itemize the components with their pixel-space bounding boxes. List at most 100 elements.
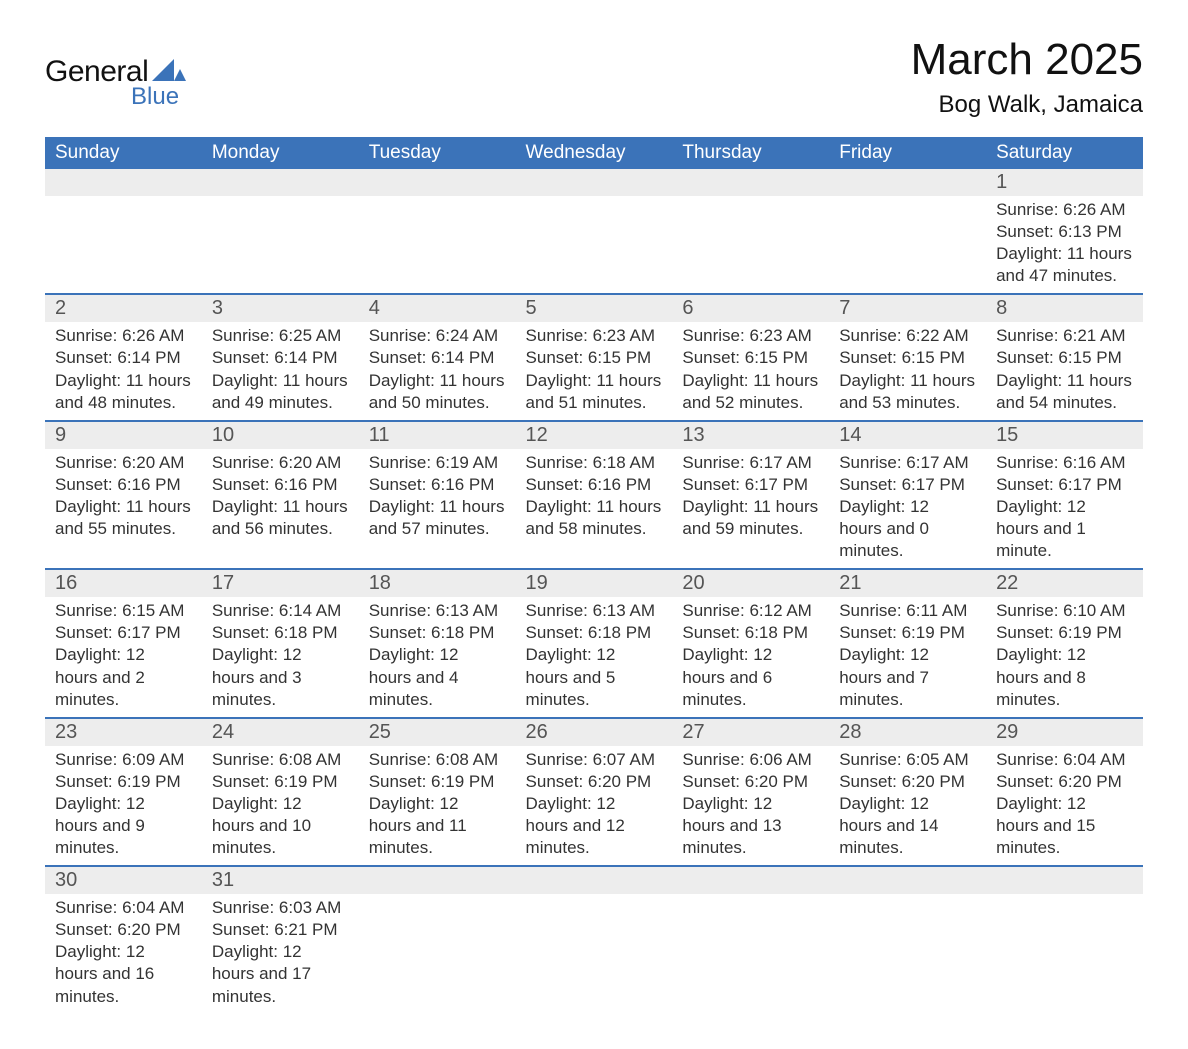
title-block: March 2025 Bog Walk, Jamaica <box>911 35 1143 119</box>
day-detail: Sunrise: 6:03 AMSunset: 6:21 PMDaylight:… <box>202 894 359 1013</box>
sunset-text: Sunset: 6:17 PM <box>682 474 819 496</box>
sunrise-text: Sunrise: 6:06 AM <box>682 749 819 771</box>
calendar-cell: 9Sunrise: 6:20 AMSunset: 6:16 PMDaylight… <box>45 421 202 569</box>
day-number: 3 <box>202 295 359 322</box>
month-title: March 2025 <box>911 35 1143 85</box>
day-detail: Sunrise: 6:17 AMSunset: 6:17 PMDaylight:… <box>672 449 829 546</box>
sunrise-text: Sunrise: 6:12 AM <box>682 600 819 622</box>
weekday-header: Monday <box>202 137 359 169</box>
calendar-cell <box>672 866 829 1013</box>
daylight-text: Daylight: 11 hours and 49 minutes. <box>212 370 349 414</box>
day-number: 15 <box>986 422 1143 449</box>
day-detail: Sunrise: 6:10 AMSunset: 6:19 PMDaylight:… <box>986 597 1143 716</box>
empty-daydetail <box>672 894 829 925</box>
daylight-text: Daylight: 12 hours and 7 minutes. <box>839 644 976 710</box>
sunrise-text: Sunrise: 6:26 AM <box>996 199 1133 221</box>
sunrise-text: Sunrise: 6:04 AM <box>996 749 1133 771</box>
day-detail: Sunrise: 6:21 AMSunset: 6:15 PMDaylight:… <box>986 322 1143 419</box>
empty-daydetail <box>829 894 986 925</box>
daylight-text: Daylight: 11 hours and 50 minutes. <box>369 370 506 414</box>
calendar-week-row: 1Sunrise: 6:26 AMSunset: 6:13 PMDaylight… <box>45 169 1143 294</box>
empty-daydetail <box>829 196 986 227</box>
calendar-week-row: 23Sunrise: 6:09 AMSunset: 6:19 PMDayligh… <box>45 718 1143 866</box>
empty-daynum <box>829 867 986 894</box>
calendar-cell: 6Sunrise: 6:23 AMSunset: 6:15 PMDaylight… <box>672 294 829 420</box>
calendar-table: SundayMondayTuesdayWednesdayThursdayFrid… <box>45 137 1143 1014</box>
weekday-header: Wednesday <box>516 137 673 169</box>
day-detail: Sunrise: 6:26 AMSunset: 6:13 PMDaylight:… <box>986 196 1143 293</box>
sunrise-text: Sunrise: 6:05 AM <box>839 749 976 771</box>
sunset-text: Sunset: 6:15 PM <box>526 347 663 369</box>
sunset-text: Sunset: 6:18 PM <box>212 622 349 644</box>
day-number: 9 <box>45 422 202 449</box>
daylight-text: Daylight: 12 hours and 0 minutes. <box>839 496 976 562</box>
empty-daynum <box>516 867 673 894</box>
calendar-cell: 18Sunrise: 6:13 AMSunset: 6:18 PMDayligh… <box>359 569 516 717</box>
day-detail: Sunrise: 6:18 AMSunset: 6:16 PMDaylight:… <box>516 449 673 546</box>
sunset-text: Sunset: 6:14 PM <box>369 347 506 369</box>
calendar-cell: 30Sunrise: 6:04 AMSunset: 6:20 PMDayligh… <box>45 866 202 1013</box>
sunrise-text: Sunrise: 6:26 AM <box>55 325 192 347</box>
sunset-text: Sunset: 6:13 PM <box>996 221 1133 243</box>
day-detail: Sunrise: 6:08 AMSunset: 6:19 PMDaylight:… <box>359 746 516 865</box>
day-detail: Sunrise: 6:07 AMSunset: 6:20 PMDaylight:… <box>516 746 673 865</box>
daylight-text: Daylight: 12 hours and 14 minutes. <box>839 793 976 859</box>
daylight-text: Daylight: 12 hours and 11 minutes. <box>369 793 506 859</box>
sunrise-text: Sunrise: 6:08 AM <box>212 749 349 771</box>
day-detail: Sunrise: 6:09 AMSunset: 6:19 PMDaylight:… <box>45 746 202 865</box>
calendar-cell: 4Sunrise: 6:24 AMSunset: 6:14 PMDaylight… <box>359 294 516 420</box>
sunrise-text: Sunrise: 6:14 AM <box>212 600 349 622</box>
calendar-cell: 28Sunrise: 6:05 AMSunset: 6:20 PMDayligh… <box>829 718 986 866</box>
day-detail: Sunrise: 6:16 AMSunset: 6:17 PMDaylight:… <box>986 449 1143 568</box>
sunset-text: Sunset: 6:19 PM <box>369 771 506 793</box>
empty-daynum <box>45 169 202 196</box>
sunset-text: Sunset: 6:15 PM <box>682 347 819 369</box>
daylight-text: Daylight: 11 hours and 52 minutes. <box>682 370 819 414</box>
calendar-cell: 3Sunrise: 6:25 AMSunset: 6:14 PMDaylight… <box>202 294 359 420</box>
sunset-text: Sunset: 6:16 PM <box>369 474 506 496</box>
weekday-header: Tuesday <box>359 137 516 169</box>
empty-daynum <box>986 867 1143 894</box>
day-number: 22 <box>986 570 1143 597</box>
day-number: 13 <box>672 422 829 449</box>
daylight-text: Daylight: 12 hours and 1 minute. <box>996 496 1133 562</box>
day-number: 31 <box>202 867 359 894</box>
daylight-text: Daylight: 12 hours and 8 minutes. <box>996 644 1133 710</box>
weekday-header: Thursday <box>672 137 829 169</box>
calendar-cell: 8Sunrise: 6:21 AMSunset: 6:15 PMDaylight… <box>986 294 1143 420</box>
calendar-cell: 23Sunrise: 6:09 AMSunset: 6:19 PMDayligh… <box>45 718 202 866</box>
sunrise-text: Sunrise: 6:07 AM <box>526 749 663 771</box>
empty-daydetail <box>45 196 202 227</box>
weekday-header: Sunday <box>45 137 202 169</box>
empty-daynum <box>829 169 986 196</box>
day-detail: Sunrise: 6:25 AMSunset: 6:14 PMDaylight:… <box>202 322 359 419</box>
day-detail: Sunrise: 6:17 AMSunset: 6:17 PMDaylight:… <box>829 449 986 568</box>
calendar-cell <box>45 169 202 294</box>
daylight-text: Daylight: 11 hours and 47 minutes. <box>996 243 1133 287</box>
day-detail: Sunrise: 6:20 AMSunset: 6:16 PMDaylight:… <box>45 449 202 546</box>
daylight-text: Daylight: 12 hours and 12 minutes. <box>526 793 663 859</box>
header: General Blue March 2025 Bog Walk, Jamaic… <box>45 35 1143 119</box>
calendar-cell <box>516 866 673 1013</box>
daylight-text: Daylight: 12 hours and 6 minutes. <box>682 644 819 710</box>
calendar-cell <box>829 169 986 294</box>
day-number: 21 <box>829 570 986 597</box>
daylight-text: Daylight: 12 hours and 16 minutes. <box>55 941 192 1007</box>
empty-daydetail <box>516 196 673 227</box>
day-number: 19 <box>516 570 673 597</box>
day-number: 10 <box>202 422 359 449</box>
logo-text-blue: Blue <box>131 83 179 111</box>
sunset-text: Sunset: 6:18 PM <box>369 622 506 644</box>
calendar-week-row: 16Sunrise: 6:15 AMSunset: 6:17 PMDayligh… <box>45 569 1143 717</box>
calendar-cell: 29Sunrise: 6:04 AMSunset: 6:20 PMDayligh… <box>986 718 1143 866</box>
sunset-text: Sunset: 6:16 PM <box>212 474 349 496</box>
calendar-cell: 17Sunrise: 6:14 AMSunset: 6:18 PMDayligh… <box>202 569 359 717</box>
day-number: 12 <box>516 422 673 449</box>
calendar-cell: 21Sunrise: 6:11 AMSunset: 6:19 PMDayligh… <box>829 569 986 717</box>
sunrise-text: Sunrise: 6:03 AM <box>212 897 349 919</box>
sunset-text: Sunset: 6:19 PM <box>212 771 349 793</box>
day-number: 16 <box>45 570 202 597</box>
daylight-text: Daylight: 12 hours and 13 minutes. <box>682 793 819 859</box>
empty-daydetail <box>359 894 516 925</box>
calendar-cell: 27Sunrise: 6:06 AMSunset: 6:20 PMDayligh… <box>672 718 829 866</box>
